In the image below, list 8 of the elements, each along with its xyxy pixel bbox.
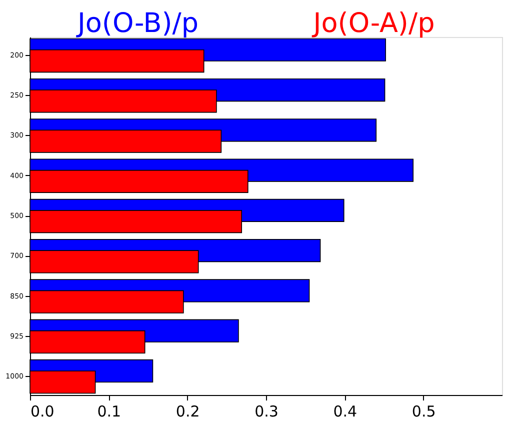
series-label: Jo(O-B)/p	[75, 8, 199, 39]
x-tick-label: 0.0	[30, 402, 54, 420]
x-tick-label: 0.2	[176, 402, 200, 420]
text: Jo(O-A)/p	[311, 8, 435, 39]
x-tick-label: 0.4	[333, 402, 358, 420]
x-tick-label: 0.1	[97, 402, 122, 420]
x-tick-label: 0.3	[254, 402, 278, 420]
x-tick-label: 0.5	[412, 402, 436, 420]
